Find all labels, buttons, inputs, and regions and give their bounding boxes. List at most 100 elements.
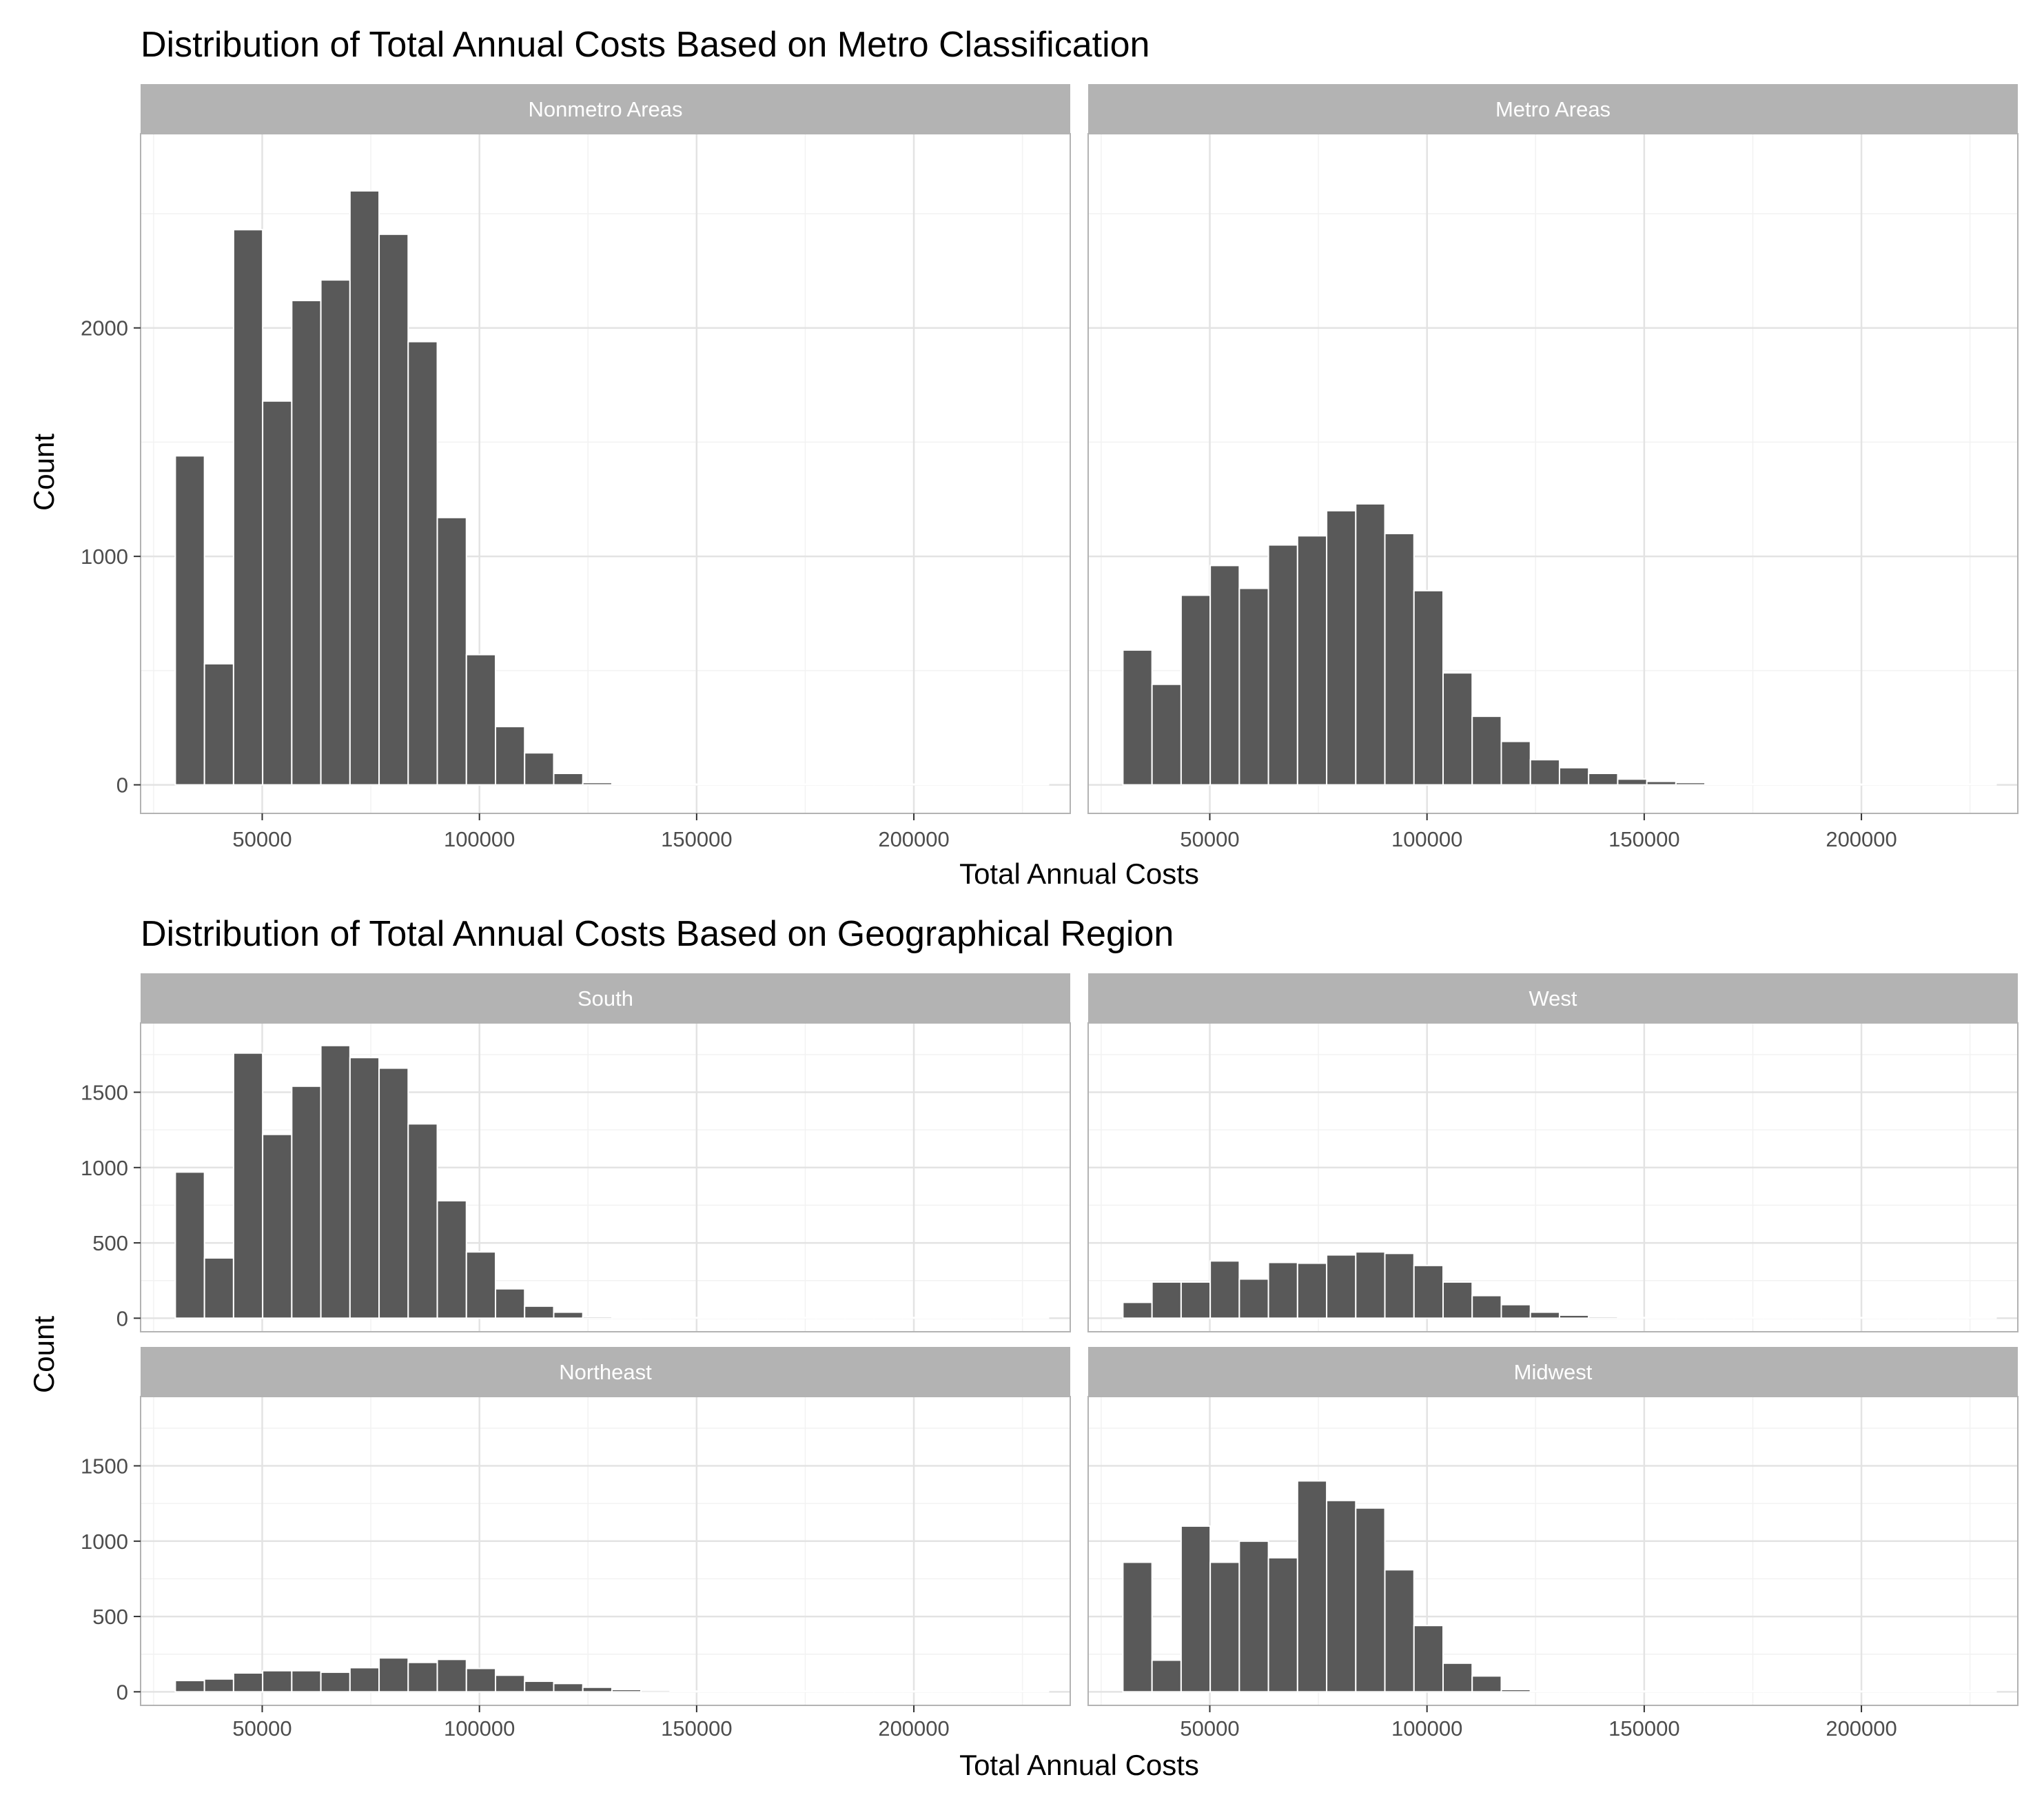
facet-strip	[141, 973, 1070, 1023]
plot-background	[141, 1397, 1070, 1705]
histogram-bar	[960, 1317, 992, 1319]
histogram-bar	[203, 1257, 234, 1319]
facet-strip-label: Nonmetro Areas	[529, 97, 683, 121]
histogram-bar	[1908, 783, 1939, 786]
facet-panel-south: South 0 500 1000 1500	[81, 973, 1071, 1332]
histogram-bar	[1821, 1317, 1852, 1319]
histogram-bar	[1821, 783, 1852, 786]
histogram-bar	[698, 783, 729, 786]
panel-border	[140, 1022, 1071, 1332]
gridlines	[141, 1397, 1070, 1705]
histogram-bar	[1966, 1317, 1997, 1319]
histogram-bar	[1267, 1261, 1298, 1319]
x-axis-title: Total Annual Costs	[959, 858, 1199, 890]
x-tick-label: 50000	[1180, 827, 1239, 851]
histogram-bar	[1762, 783, 1793, 786]
histogram-bar	[1296, 1480, 1328, 1693]
histogram-bar	[1529, 1311, 1560, 1319]
facet-panel-metro-areas: Metro Areas 50000 100000 150000 200000	[1087, 84, 2019, 851]
histogram-bars	[174, 190, 1050, 786]
histogram-bar	[1762, 1690, 1793, 1693]
histogram-bar	[757, 1317, 788, 1319]
facet-strip	[141, 84, 1070, 134]
histogram-bar	[844, 1317, 875, 1319]
histogram-bar	[436, 516, 467, 786]
histogram-bar	[873, 783, 904, 786]
x-tick-label: 50000	[232, 1716, 292, 1741]
histogram-bar	[349, 190, 380, 786]
histogram-bar	[815, 1317, 846, 1319]
facet-strip	[1088, 84, 2018, 134]
histogram-bar	[495, 1674, 526, 1693]
histogram-bar	[815, 783, 846, 786]
histogram-bar	[349, 1057, 380, 1319]
x-tick-label: 150000	[661, 827, 732, 851]
y-tick-label: 1500	[81, 1081, 128, 1105]
y-tick-label: 500	[92, 1231, 128, 1255]
x-tick-label: 100000	[444, 1716, 515, 1741]
histogram-bars	[1122, 503, 1997, 786]
x-tick-label: 50000	[232, 827, 292, 851]
histogram-bar	[232, 1672, 264, 1693]
histogram-bar	[407, 1661, 438, 1693]
x-tick-label: 200000	[1826, 827, 1897, 851]
histogram-bar	[378, 233, 409, 786]
histogram-bar	[931, 783, 962, 786]
histogram-bar	[1704, 783, 1735, 786]
histogram-bar	[669, 1317, 700, 1319]
panel-border	[1087, 1022, 2019, 1332]
chart-group-2: Distribution of Total Annual Costs Based…	[28, 914, 2019, 1781]
histogram-bar	[1238, 587, 1269, 786]
histogram-bar	[931, 1690, 962, 1693]
histogram-bar	[873, 1690, 904, 1693]
histogram-bar	[1791, 783, 1823, 786]
histogram-bar	[611, 1317, 642, 1319]
histogram-bar	[1267, 544, 1298, 786]
histogram-bar	[1879, 783, 1910, 786]
histogram-bar	[1019, 783, 1050, 786]
histogram-bar	[582, 782, 613, 786]
histogram-bar	[232, 1052, 264, 1319]
histogram-bar	[1675, 782, 1706, 786]
y-tick-label: 500	[92, 1605, 128, 1629]
facet-strip-label: Midwest	[1514, 1360, 1593, 1384]
histogram-bar	[1646, 1690, 1677, 1693]
histogram-bar	[640, 1690, 671, 1693]
histogram-bar	[1238, 1540, 1269, 1693]
chart-group-1: Distribution of Total Annual Costs Based…	[28, 25, 2019, 890]
histogram-bar	[232, 229, 264, 786]
histogram-bar	[1850, 1690, 1881, 1693]
histogram-bar	[1558, 767, 1590, 786]
facet-strip	[141, 1347, 1070, 1397]
histogram-bar	[524, 1305, 555, 1319]
facet-panel-northeast: Northeast 0 500 1000 1500 50000 100000 150000 20…	[81, 1347, 1071, 1741]
histogram-bar	[1442, 1281, 1473, 1319]
histogram-bar	[1151, 683, 1182, 786]
y-tick-label: 1000	[81, 545, 128, 569]
histogram-bar	[669, 783, 700, 786]
facet-panel-midwest: Midwest 50000 100000 150000 200000	[1087, 1347, 2019, 1741]
histogram-bar	[524, 1681, 555, 1693]
histogram-bar	[524, 752, 555, 786]
histogram-bar	[698, 1690, 729, 1693]
histogram-bar	[407, 1123, 438, 1319]
histogram-bar	[1733, 783, 1764, 786]
histogram-bar	[1326, 1254, 1357, 1319]
histogram-bar	[320, 1671, 351, 1693]
histogram-bar	[1675, 1317, 1706, 1319]
panel-border	[1087, 1396, 2019, 1706]
histogram-bar	[1937, 1317, 1968, 1319]
histogram-bar	[174, 1171, 205, 1319]
histogram-bar	[960, 783, 992, 786]
histogram-bar	[1908, 1317, 1939, 1319]
y-axis-title: Count	[28, 1316, 60, 1393]
histogram-bar	[203, 1678, 234, 1693]
x-tick-label: 50000	[1180, 1716, 1239, 1741]
histogram-bar	[611, 783, 642, 786]
histogram-bar	[465, 1667, 497, 1693]
histogram-bar	[1326, 509, 1357, 786]
histogram-bar	[1296, 1262, 1328, 1319]
histogram-bar	[1019, 1317, 1050, 1319]
histogram-bar	[1122, 1561, 1153, 1693]
